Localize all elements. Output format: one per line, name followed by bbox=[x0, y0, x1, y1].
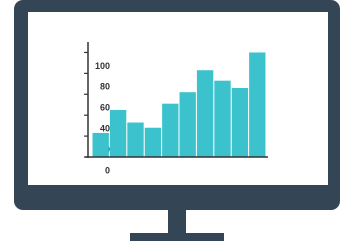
bar bbox=[232, 88, 248, 157]
bar bbox=[162, 104, 178, 157]
screen bbox=[28, 12, 328, 185]
monitor-illustration: 020406080100 bbox=[0, 0, 350, 243]
bar bbox=[214, 81, 230, 157]
bar bbox=[110, 110, 126, 157]
y-tick-label: 60 bbox=[100, 103, 110, 113]
bar bbox=[127, 123, 143, 158]
y-tick-label: 0 bbox=[105, 165, 110, 175]
bar bbox=[249, 52, 265, 157]
bar bbox=[93, 133, 109, 157]
monitor-neck bbox=[168, 208, 186, 236]
y-tick-label: 80 bbox=[100, 82, 110, 92]
bar bbox=[197, 70, 213, 157]
bar bbox=[180, 92, 196, 157]
bar bbox=[145, 128, 161, 157]
y-tick-label: 40 bbox=[100, 124, 110, 134]
page: {"chart_data": {"type": "bar", "categori… bbox=[0, 0, 350, 243]
monitor-base bbox=[130, 233, 224, 241]
y-tick-label: 100 bbox=[95, 61, 110, 71]
